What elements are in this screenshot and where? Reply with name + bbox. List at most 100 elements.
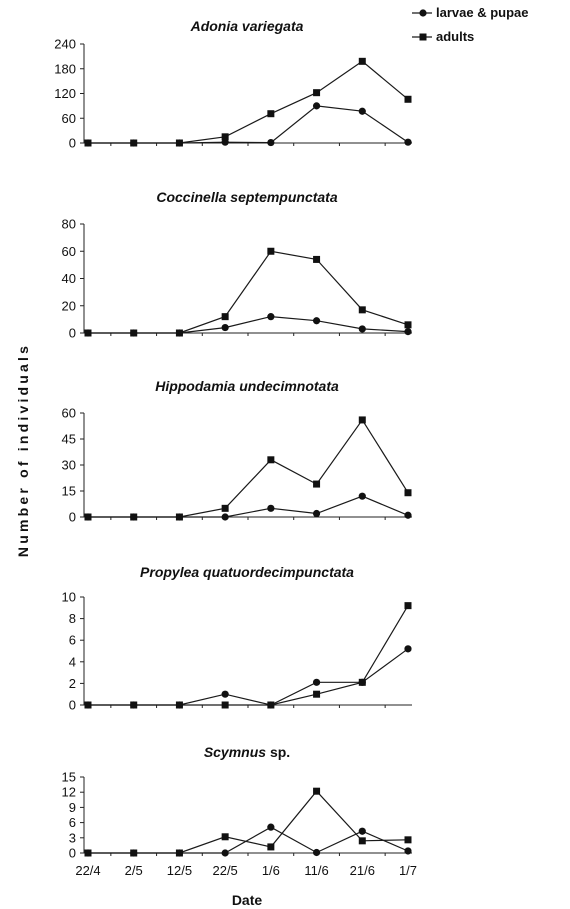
legend-marker-square bbox=[419, 33, 427, 41]
y-tick-label: 80 bbox=[62, 217, 76, 232]
y-tick-label: 0 bbox=[69, 136, 76, 151]
x-axis-label: Date bbox=[232, 892, 263, 908]
chart-panel-1: Adonia variegata 0 60 120 180 240 bbox=[54, 18, 412, 151]
series-larvae-pupae bbox=[84, 645, 412, 709]
y-tick-label: 2 bbox=[69, 676, 76, 691]
legend-marker-circle bbox=[419, 9, 427, 17]
data-point-circle bbox=[221, 513, 229, 521]
series-line bbox=[88, 648, 409, 706]
data-point-square bbox=[221, 701, 229, 709]
y-tick-label: 180 bbox=[54, 61, 76, 76]
y-axis-label: Number of individuals bbox=[15, 343, 31, 557]
data-point-square bbox=[175, 849, 183, 857]
y-tick-label: 60 bbox=[62, 244, 76, 259]
data-point-square bbox=[130, 513, 138, 521]
chart-title: Propylea quatuordecimpunctata bbox=[140, 564, 354, 580]
legend-item-adults: adults bbox=[412, 29, 474, 44]
y-tick-label: 40 bbox=[62, 271, 76, 286]
y-tick-label: 45 bbox=[62, 432, 76, 447]
chart-panel-4: Propylea quatuordecimpunctata 0 2 4 6 8 10 bbox=[62, 564, 412, 713]
data-point-square bbox=[267, 701, 275, 709]
data-point-square bbox=[175, 329, 183, 337]
legend-label-adults: adults bbox=[436, 29, 474, 44]
data-point-square bbox=[358, 57, 366, 65]
y-tick-label: 240 bbox=[54, 37, 76, 52]
y-tick-label: 6 bbox=[69, 815, 76, 830]
y-tick-label: 9 bbox=[69, 800, 76, 815]
data-point-circle bbox=[221, 849, 229, 857]
data-point-square bbox=[267, 456, 275, 464]
series-line bbox=[88, 790, 409, 854]
data-point-circle bbox=[312, 848, 321, 857]
data-point-square bbox=[358, 416, 366, 424]
y-tick-label: 4 bbox=[69, 654, 76, 669]
data-point-square bbox=[84, 849, 92, 857]
y-tick-label: 20 bbox=[62, 298, 76, 313]
chart-title: Hippodamia undecimnotata bbox=[155, 378, 339, 394]
data-point-circle bbox=[404, 511, 412, 519]
data-point-square bbox=[84, 139, 92, 147]
data-point-circle bbox=[358, 107, 366, 115]
data-point-square bbox=[130, 329, 138, 337]
series-line bbox=[88, 605, 409, 706]
data-point-square bbox=[313, 255, 321, 263]
y-tick-label: 60 bbox=[62, 406, 76, 421]
data-point-square bbox=[130, 849, 138, 857]
data-point-circle bbox=[312, 678, 321, 686]
y-tick-label: 8 bbox=[69, 611, 76, 626]
data-point-circle bbox=[312, 102, 321, 110]
series-adults bbox=[84, 416, 412, 521]
x-tick-label: 1/6 bbox=[262, 863, 280, 878]
y-tick-label: 12 bbox=[62, 785, 76, 800]
data-point-square bbox=[130, 139, 138, 147]
data-point-square bbox=[130, 701, 138, 709]
data-point-square bbox=[358, 306, 366, 314]
data-point-square bbox=[221, 504, 229, 512]
data-point-circle bbox=[404, 138, 412, 146]
data-point-square bbox=[221, 133, 229, 141]
series-line bbox=[88, 250, 409, 334]
chart-title: Adonia variegata bbox=[190, 18, 304, 34]
y-tick-label: 3 bbox=[69, 830, 76, 845]
data-point-circle bbox=[267, 313, 275, 321]
data-point-circle bbox=[312, 509, 321, 518]
y-tick-label: 15 bbox=[62, 770, 76, 785]
data-point-square bbox=[404, 489, 412, 497]
x-tick-label: 12/5 bbox=[167, 863, 192, 878]
series-adults bbox=[84, 787, 412, 857]
data-point-square bbox=[358, 837, 366, 845]
y-tick-label: 120 bbox=[54, 86, 76, 101]
data-point-square bbox=[175, 139, 183, 147]
data-point-circle bbox=[267, 823, 275, 831]
y-tick-label: 10 bbox=[62, 590, 76, 605]
y-tick-label: 0 bbox=[69, 326, 76, 341]
data-point-square bbox=[84, 329, 92, 337]
data-point-circle bbox=[358, 827, 366, 835]
data-point-square bbox=[313, 480, 321, 488]
data-point-circle bbox=[221, 138, 229, 146]
chart-panel-2: Coccinella septempunctata 0 20 40 60 80 bbox=[62, 189, 412, 341]
series-line bbox=[88, 418, 409, 518]
data-point-square bbox=[175, 513, 183, 521]
data-point-circle bbox=[221, 690, 229, 698]
y-tick-label: 0 bbox=[69, 510, 76, 525]
y-tick-label: 30 bbox=[62, 458, 76, 473]
data-point-square bbox=[267, 247, 275, 255]
data-point-circle bbox=[221, 323, 229, 332]
data-point-square bbox=[358, 678, 366, 686]
chart-title: Coccinella septempunctata bbox=[156, 189, 337, 205]
data-point-square bbox=[404, 95, 412, 103]
y-tick-label: 0 bbox=[69, 698, 76, 713]
data-point-circle bbox=[267, 138, 275, 147]
data-point-circle bbox=[404, 645, 412, 653]
x-tick-label: 2/5 bbox=[125, 863, 143, 878]
x-tick-label: 11/6 bbox=[304, 863, 328, 878]
data-point-circle bbox=[267, 504, 275, 512]
data-point-square bbox=[313, 690, 321, 698]
series-line bbox=[88, 60, 409, 144]
series-adults bbox=[84, 247, 412, 337]
data-point-square bbox=[84, 513, 92, 521]
